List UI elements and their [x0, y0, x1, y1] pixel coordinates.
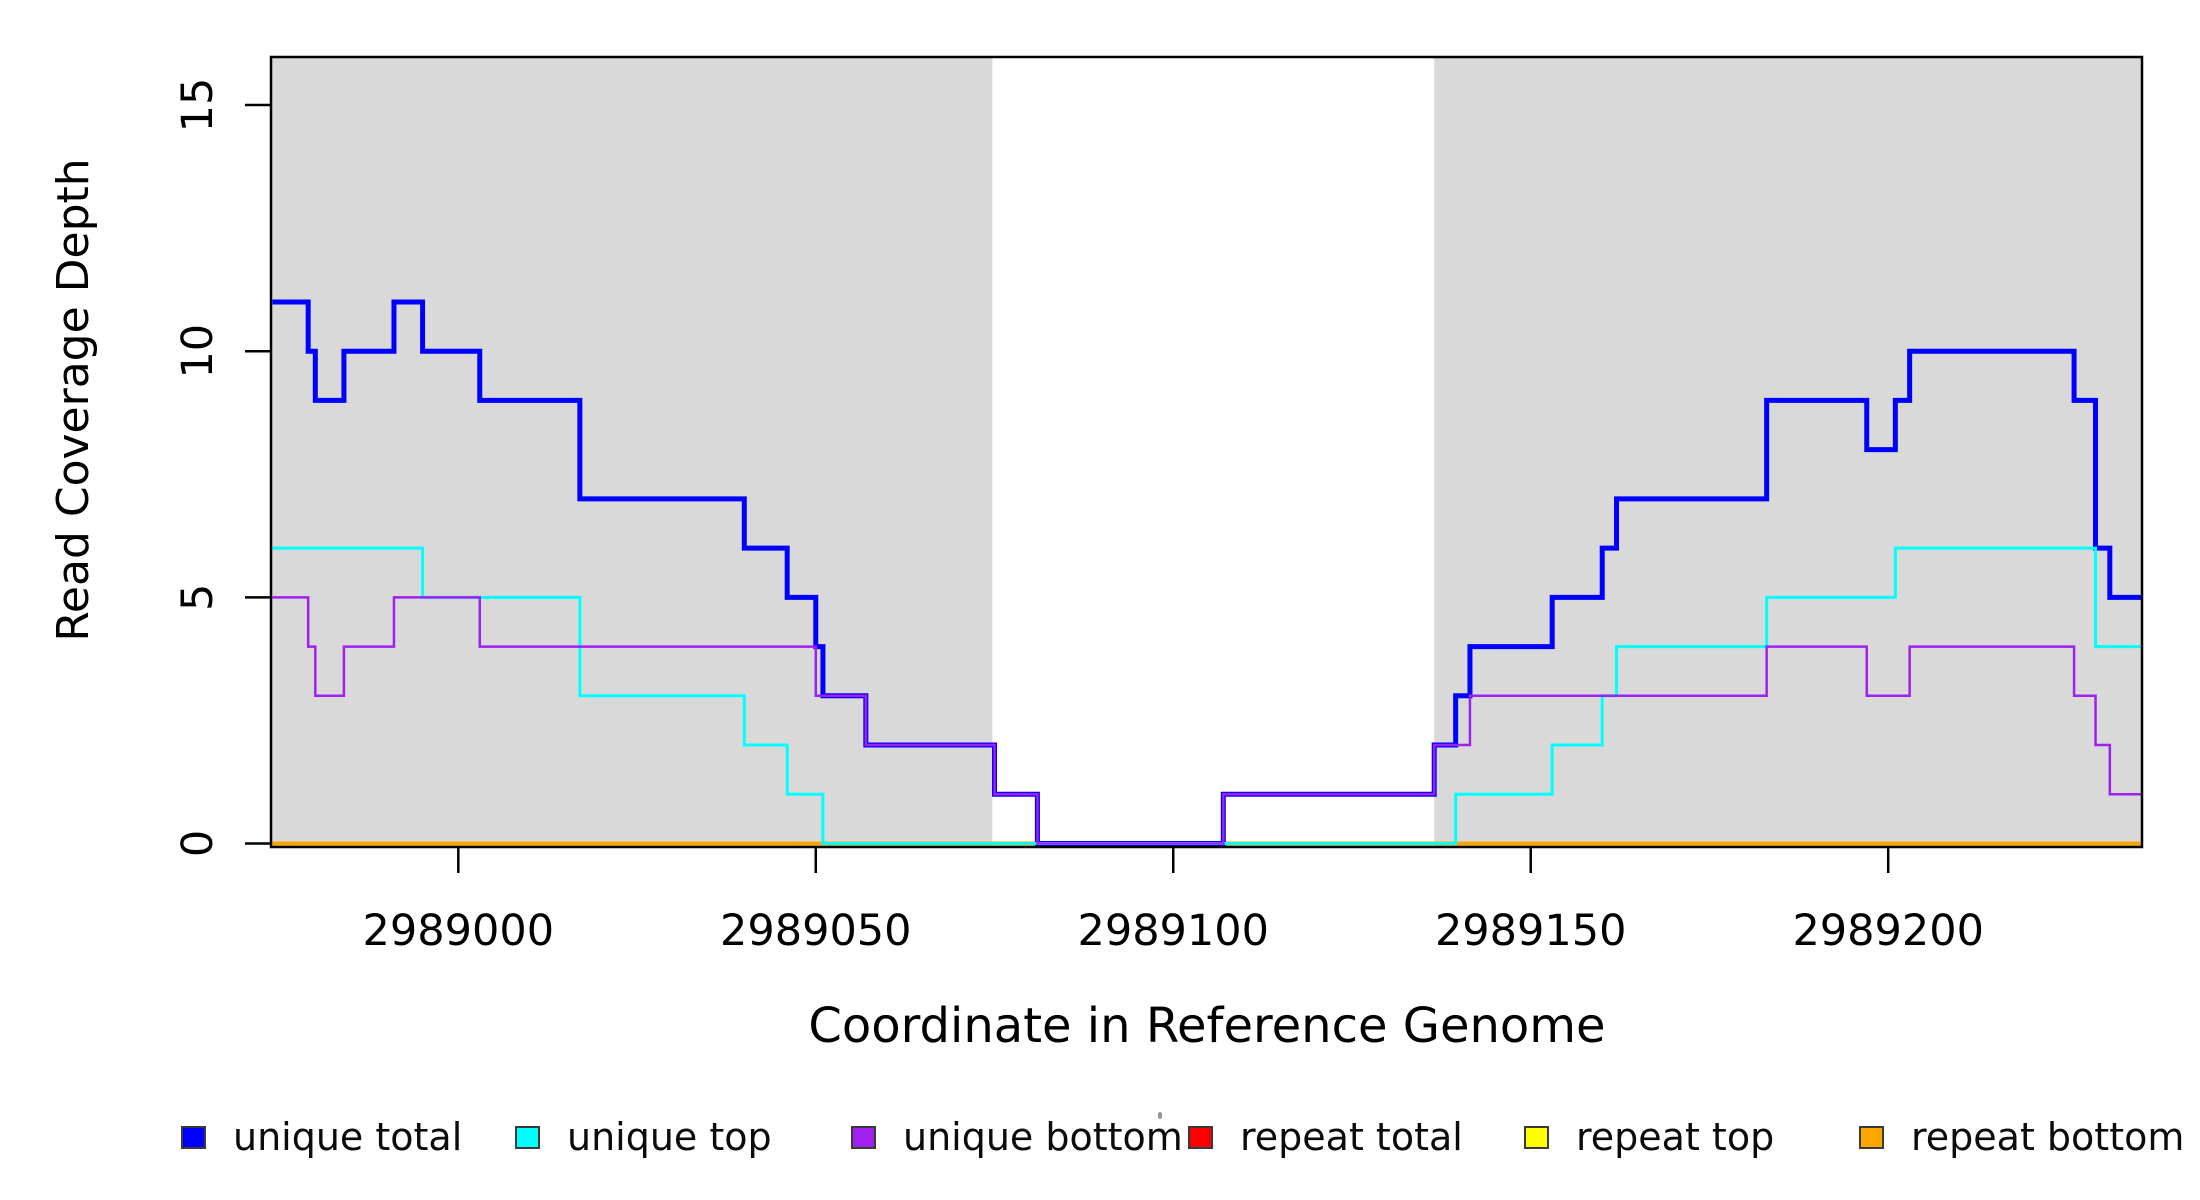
x-axis-title: Coordinate in Reference Genome — [808, 998, 1605, 1054]
legend-label: unique total — [233, 1115, 463, 1159]
unique-top-swatch-icon — [515, 1125, 540, 1149]
unique-total-swatch-icon — [181, 1125, 206, 1149]
x-tick-label: 2989200 — [1792, 906, 1984, 956]
legend-item-repeat-total: repeat total — [1188, 1115, 1463, 1159]
series-unique-bottom — [272, 596, 2142, 845]
legend-label: repeat top — [1576, 1115, 1775, 1159]
legend-item-unique-top: unique top — [515, 1115, 772, 1159]
legend-item-repeat-top: repeat top — [1524, 1115, 1774, 1159]
y-axis-title: Read Coverage Depth — [48, 158, 99, 641]
legend-item-unique-bottom: unique bottom — [851, 1115, 1183, 1159]
legend-label: repeat bottom — [1911, 1115, 2185, 1159]
x-tick-label: 2989000 — [363, 906, 555, 956]
legend-label: repeat total — [1240, 1115, 1463, 1159]
plot-legend: unique total unique top unique bottom re… — [0, 1115, 2200, 1200]
legend-label: unique bottom — [903, 1115, 1183, 1159]
y-tick-label: 0 — [173, 830, 223, 857]
y-tick-label: 5 — [173, 584, 223, 611]
unique-bottom-swatch-icon — [851, 1125, 876, 1149]
shaded-region — [271, 57, 993, 847]
repeat-bottom-swatch-icon — [1859, 1125, 1884, 1149]
y-tick-label: 10 — [173, 324, 223, 379]
shaded-region — [1434, 57, 2142, 847]
legend-label: unique top — [567, 1115, 772, 1159]
repeat-top-swatch-icon — [1524, 1125, 1549, 1149]
y-tick-label: 15 — [173, 78, 223, 133]
x-tick-label: 2989150 — [1435, 906, 1627, 956]
x-tick-label: 2989050 — [720, 906, 912, 956]
legend-item-unique-total: unique total — [181, 1115, 462, 1159]
stray-mark — [1158, 1112, 1162, 1119]
plot-frame — [269, 55, 2144, 849]
x-tick-label: 2989100 — [1077, 906, 1269, 956]
legend-item-repeat-bottom: repeat bottom — [1859, 1115, 2184, 1159]
repeat-total-swatch-icon — [1188, 1125, 1213, 1149]
series-unique-top — [272, 546, 2142, 845]
